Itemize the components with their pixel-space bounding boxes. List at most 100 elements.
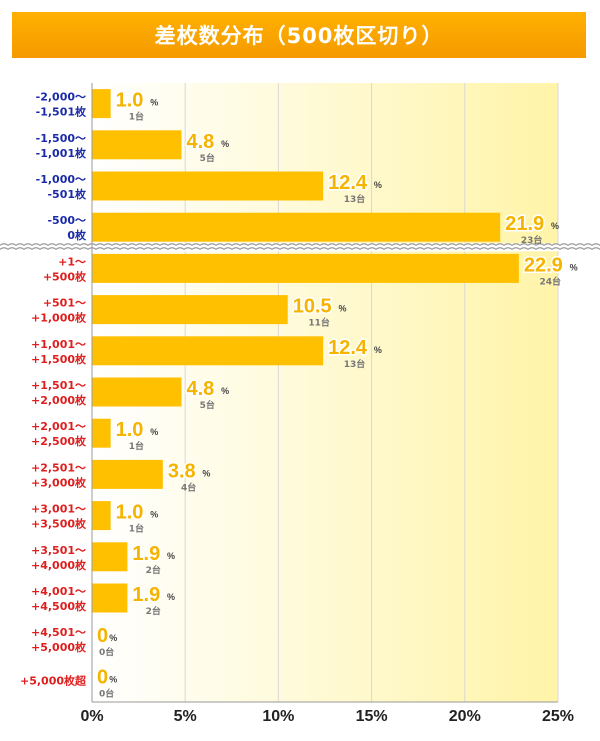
axis-break-wave-top [0, 243, 600, 247]
category-label-line1: +2,501～ [31, 461, 86, 474]
category-label-line1: +4,501～ [31, 626, 86, 639]
bar [92, 418, 111, 448]
x-tick-label: 0% [80, 708, 103, 725]
count-label: 1台 [129, 440, 144, 452]
value-label: 10.5 [293, 296, 332, 318]
category-label: -1,500～-1,001枚 [36, 132, 87, 160]
category-label-line1: +1,001～ [31, 338, 86, 351]
value-unit: % [202, 468, 210, 478]
category-label-line2: +1,000枚 [31, 311, 87, 325]
category-label: -500～ 0枚 [47, 214, 87, 242]
category-label-line2: +2,000枚 [31, 393, 87, 407]
count-label: 2台 [146, 564, 161, 576]
category-label-line2: +3,000枚 [31, 475, 87, 489]
value-label: 12.4 [328, 172, 368, 194]
category-label-line1: +3,501～ [31, 544, 86, 557]
value-unit: % [221, 139, 229, 149]
category-label-line1: +501～ [43, 297, 86, 310]
category-label-line2: +3,500枚 [31, 517, 87, 531]
category-label-line1: -1,500～ [36, 132, 86, 145]
category-label-line2: -1,501枚 [36, 105, 87, 119]
value-label: 4.8 [186, 131, 214, 153]
value-label: 1.9 [132, 584, 160, 606]
value-label: 1.9 [132, 543, 160, 565]
category-label-line2: +5,000枚 [31, 640, 87, 654]
count-label: 23台 [521, 234, 543, 246]
value-unit: % [374, 180, 382, 190]
category-label: -1,000～-501枚 [36, 173, 87, 201]
count-label: 13台 [344, 193, 366, 205]
x-tick-label: 5% [174, 708, 197, 725]
value-unit: % [109, 674, 117, 684]
category-label: +5,000枚超 [20, 673, 87, 687]
category-label-line1: +5,000枚超 [20, 673, 87, 687]
value-label: 4.8 [186, 378, 214, 400]
category-label-line1: +2,001～ [31, 420, 86, 433]
count-label: 24台 [539, 275, 561, 287]
category-label-line2: +4,000枚 [31, 558, 87, 572]
value-unit: % [570, 262, 578, 272]
category-label-line1: -500～ [47, 214, 86, 227]
count-label: 2台 [146, 605, 161, 617]
category-label-line1: +1～ [58, 255, 86, 268]
value-label: 1.0 [116, 419, 144, 441]
axis-break [0, 243, 600, 252]
category-label-line2: +2,500枚 [31, 434, 87, 448]
category-label: +2,001～+2,500枚 [31, 420, 87, 448]
bar [92, 542, 128, 572]
category-label: +501～+1,000枚 [31, 297, 87, 325]
category-labels: -2,000～-1,501枚 -1,500～-1,001枚 -1,000～-501枚… [20, 91, 87, 688]
value-unit: % [551, 221, 559, 231]
count-label: 0台 [99, 687, 114, 699]
bar [92, 89, 111, 119]
category-label-line2: +500枚 [43, 269, 87, 283]
x-tick-label: 25% [542, 708, 574, 725]
category-label: +1～+500枚 [43, 255, 87, 283]
value-label: 1.0 [116, 502, 144, 524]
category-label: +3,001～+3,500枚 [31, 503, 87, 531]
category-label-line1: +3,001～ [31, 503, 86, 516]
value-unit: % [374, 345, 382, 355]
count-label: 1台 [129, 523, 144, 535]
chart-title-bar: 差枚数分布（500枚区切り） [12, 12, 586, 58]
category-label-line2: +4,500枚 [31, 599, 87, 613]
value-unit: % [167, 592, 175, 602]
bar [92, 583, 128, 613]
bar [92, 501, 111, 531]
value-label: 3.8 [168, 460, 196, 482]
value-label: 21.9 [505, 213, 544, 235]
category-label-line1: +4,001～ [31, 585, 86, 598]
value-unit: % [150, 427, 158, 437]
category-label: +4,001～+4,500枚 [31, 585, 87, 613]
category-label-line1: -1,000～ [36, 173, 86, 186]
count-label: 5台 [200, 399, 215, 411]
count-label: 0台 [99, 646, 114, 658]
category-label-line2: -1,001枚 [36, 146, 87, 160]
bar [92, 130, 182, 160]
value-label: 12.4 [328, 337, 368, 359]
value-label: 0 [97, 666, 108, 688]
x-tick-label: 10% [262, 708, 294, 725]
count-label: 13台 [344, 358, 366, 370]
x-tick-label: 15% [356, 708, 388, 725]
value-unit: % [339, 304, 347, 314]
value-labels: 1.0 % 1台 4.8 % 5台 12.4 % 13台 21.9 % 23台 22.9 % 24台 10.5… [96, 88, 578, 699]
x-tick-label: 20% [449, 708, 481, 725]
bar [92, 459, 163, 489]
value-unit: % [109, 633, 117, 643]
chart-title: 差枚数分布（500枚区切り） [154, 24, 444, 48]
value-unit: % [150, 510, 158, 520]
count-label: 5台 [200, 152, 215, 164]
value-unit: % [150, 98, 158, 108]
x-axis-ticks: 0% 5% 10% 15% 20% 25% [80, 708, 574, 725]
category-label-line2: 0枚 [67, 228, 87, 242]
bar [92, 336, 324, 366]
bar [92, 377, 182, 407]
category-label: +1,501～+2,000枚 [31, 379, 87, 407]
count-label: 1台 [129, 111, 144, 123]
count-label: 4台 [181, 481, 196, 493]
value-label: 0 [97, 625, 108, 647]
bars [92, 89, 519, 613]
bar [92, 212, 501, 242]
